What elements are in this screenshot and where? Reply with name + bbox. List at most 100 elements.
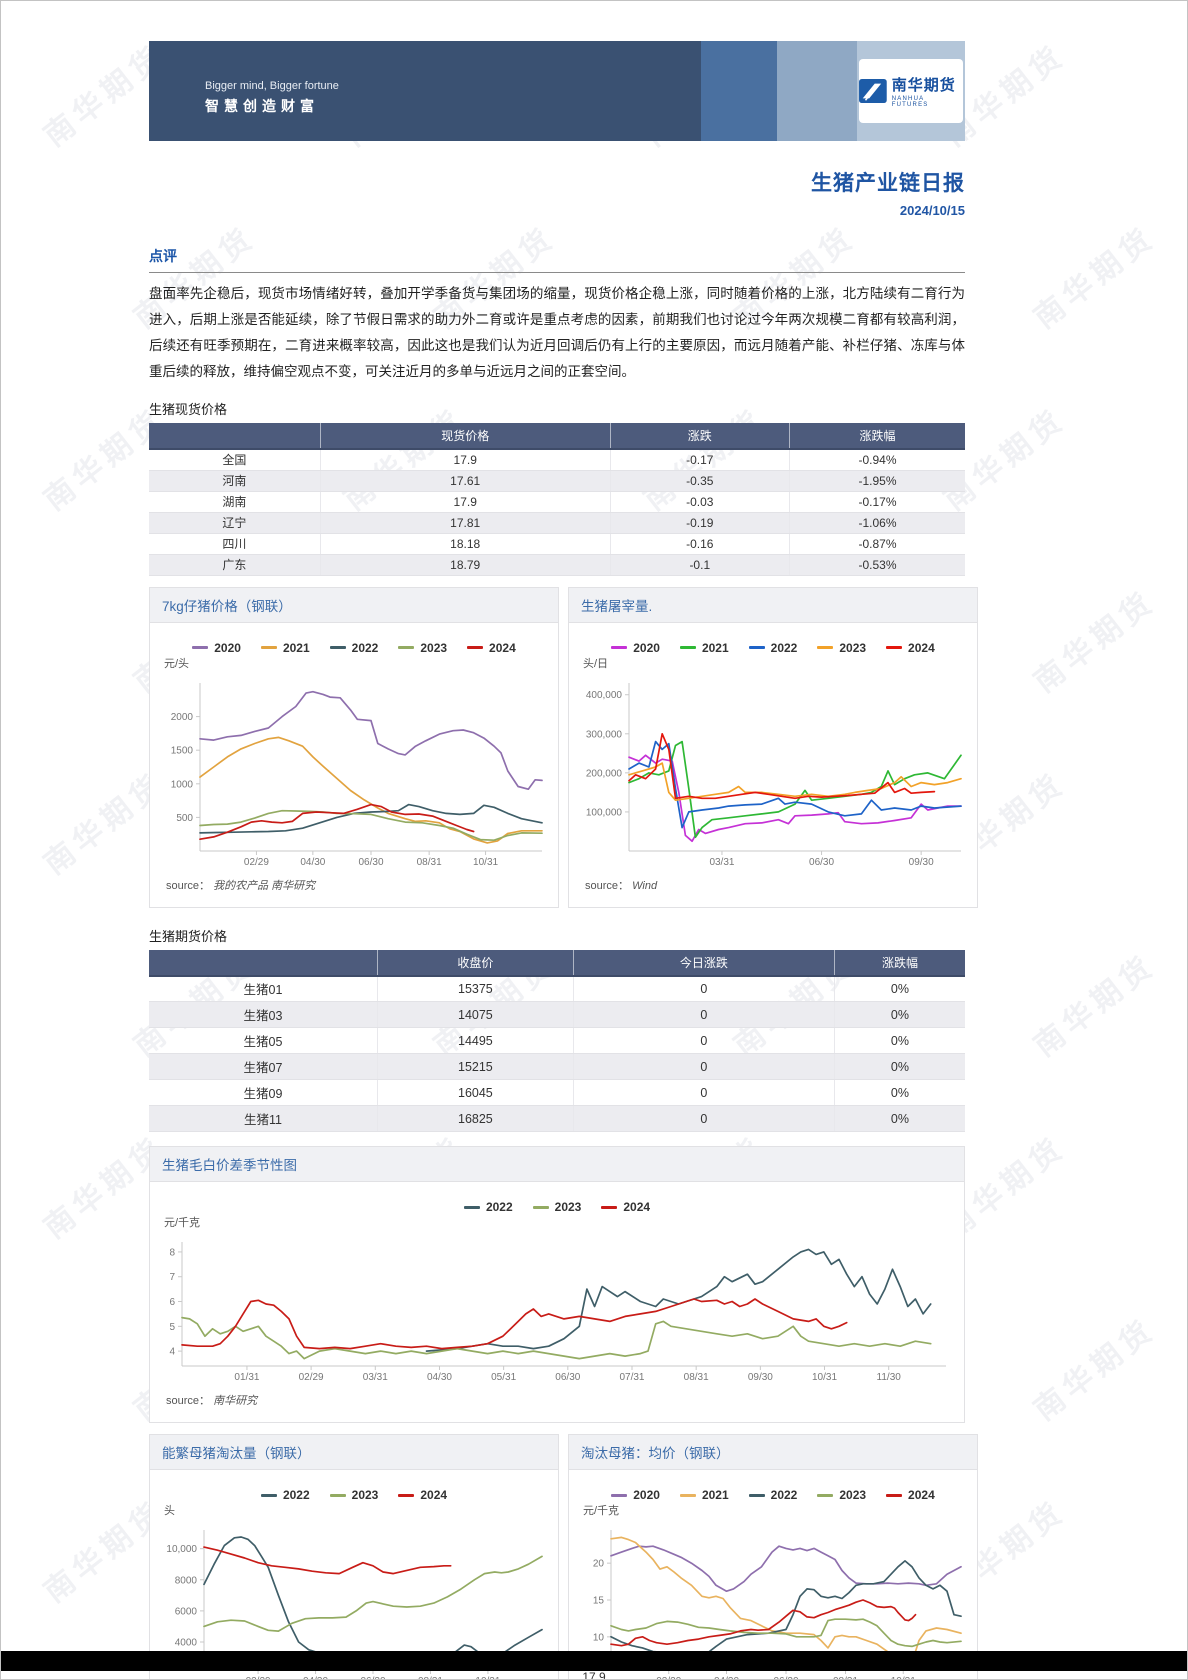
series-line-2024 <box>181 1298 848 1350</box>
table-cell: 15215 <box>377 1053 574 1080</box>
series-line-2021 <box>199 736 543 844</box>
table-row: 生猪03 14075 0 0% <box>149 1001 965 1028</box>
nanhua-logo-icon <box>859 79 887 103</box>
y-tick-label: 4000 <box>175 1638 198 1649</box>
x-tick-label: 02/29 <box>656 1676 681 1680</box>
bottom-black-bar <box>1 1651 1187 1671</box>
panel-title: 淘汰母猪：均价（钢联） <box>569 1435 977 1470</box>
comment-heading: 点评 <box>149 248 177 264</box>
cull-sow-price-panel: 淘汰母猪：均价（钢联） 2020 2021 2022 2023 2024 元/千克 10… <box>568 1434 978 1680</box>
table-cell: 16045 <box>377 1079 574 1106</box>
table-cell: 生猪11 <box>149 1105 378 1132</box>
table-row: 生猪07 15215 0 0% <box>149 1053 965 1080</box>
x-tick-label: 06/30 <box>555 1372 580 1383</box>
banner-logo-segment: 南华期货 NANHUA FUTURES <box>857 41 965 141</box>
table-cell: 湖南 <box>149 491 321 513</box>
legend-swatch <box>398 646 415 649</box>
logo-name-chinese: 南华期货 <box>891 77 956 94</box>
legend-item: 2022 <box>748 640 798 655</box>
comment-body: 盘面率先企稳后，现货市场情绪好转，叠加开学季备货与集团场的缩量，现货价格企稳上涨… <box>149 286 965 379</box>
table-cell: 生猪03 <box>149 1001 378 1028</box>
table-cell: 14495 <box>377 1027 574 1054</box>
table-cell: 生猪07 <box>149 1053 378 1080</box>
column-header: 涨跌幅 <box>789 423 965 450</box>
table-cell: -0.16 <box>610 533 791 555</box>
report-date: 2024/10/15 <box>899 203 965 218</box>
watermark-text: 南华期货 <box>1028 948 1163 1064</box>
legend-swatch <box>817 646 834 649</box>
legend-label: 2023 <box>351 1488 379 1502</box>
series-line-2024 <box>610 1599 917 1647</box>
y-tick-label: 4 <box>169 1347 175 1358</box>
legend-label: 2022 <box>351 640 379 655</box>
table-cell: 0 <box>573 975 835 1002</box>
y-tick-label: 7 <box>169 1272 175 1283</box>
y-axis-unit: 头/日 <box>583 657 609 670</box>
table-cell: 四川 <box>149 533 321 555</box>
legend-swatch <box>329 646 346 649</box>
table-cell: 辽宁 <box>149 512 321 534</box>
series-line-2022 <box>610 1560 962 1658</box>
x-tick-label: 06/30 <box>809 857 834 868</box>
legend-label: 2022 <box>770 640 798 655</box>
legend-swatch <box>886 646 903 649</box>
table-row: 生猪09 16045 0 0% <box>149 1079 965 1106</box>
y-axis-unit: 头 <box>164 1505 175 1517</box>
legend-item: 2022 <box>260 1488 310 1502</box>
table-cell: 17.9 <box>320 491 611 513</box>
chart-legend: 2022 2023 2024 <box>156 1200 958 1214</box>
table-cell: 0% <box>834 1001 965 1028</box>
table-cell: 生猪01 <box>149 975 378 1002</box>
source-value: 南华研究 <box>213 1395 258 1407</box>
table-row: 全国 17.9 -0.17 -0.94% <box>149 449 965 471</box>
legend-item: 2022 <box>329 640 379 655</box>
legend-label: 2024 <box>908 1488 935 1502</box>
y-tick-label: 15 <box>593 1596 605 1607</box>
table-cell: 18.18 <box>320 533 611 555</box>
source-note: source： Wind <box>575 871 971 901</box>
table-row: 辽宁 17.81 -0.19 -1.06% <box>149 512 965 534</box>
column-header <box>149 949 378 977</box>
legend-label: 2023 <box>554 1200 582 1214</box>
legend-label: 2024 <box>489 640 516 655</box>
table-cell: 生猪05 <box>149 1027 378 1054</box>
legend-item: 2021 <box>260 641 310 655</box>
series-line-2023 <box>203 1555 543 1632</box>
chart-legend: 2022 2023 2024 <box>156 1488 552 1502</box>
column-header: 涨跌幅 <box>834 949 965 977</box>
panel-title: 生猪屠宰量. <box>569 587 977 623</box>
x-tick-label: 08/31 <box>417 857 442 868</box>
x-tick-label: 10/31 <box>473 857 498 868</box>
watermark-text: 南华期货 <box>1028 584 1163 700</box>
legend-swatch <box>398 1493 415 1497</box>
table-cell: 生猪09 <box>149 1079 378 1106</box>
legend-swatch <box>679 1493 696 1497</box>
series-line-2024 <box>203 1546 452 1575</box>
legend-swatch <box>748 1493 765 1497</box>
y-axis-unit: 元/头 <box>164 657 190 670</box>
y-tick-label: 100,000 <box>586 807 623 818</box>
x-tick-label: 02/29 <box>244 857 269 868</box>
slaughter-volume-panel: 生猪屠宰量. 2020 2021 2022 2023 2024 头/日 100,000 2… <box>568 586 978 908</box>
table-cell: -0.17 <box>610 449 791 471</box>
x-tick-label: 04/30 <box>303 1676 328 1680</box>
table-cell: -1.06% <box>789 512 965 534</box>
column-header: 涨跌 <box>610 423 791 450</box>
column-header: 收盘价 <box>377 949 574 977</box>
y-tick-label: 500 <box>176 812 193 823</box>
series-line-2022 <box>199 803 543 834</box>
table-row: 河南 17.61 -0.35 -1.95% <box>149 470 965 492</box>
spot-table-title: 生猪现货价格 <box>149 402 228 417</box>
banner-dark-segment: Bigger mind, Bigger fortune 智慧创造财富 <box>149 41 701 141</box>
table-cell: 0% <box>834 1053 965 1080</box>
y-tick-label: 20 <box>593 1559 605 1570</box>
banner-blue-segment <box>701 41 777 141</box>
legend-item: 2024 <box>398 1488 447 1502</box>
series-line-2020 <box>610 1545 962 1593</box>
futures-price-table: 收盘价 今日涨跌 涨跌幅 生猪01 15375 0 0% 生猪03 14075 0 0% 生猪05 14… <box>149 949 965 1132</box>
table-row: 生猪01 15375 0 0% <box>149 975 965 1002</box>
table-cell: 15375 <box>377 975 574 1002</box>
table-cell: -1.95% <box>789 470 965 492</box>
table-cell: 17.81 <box>320 512 611 534</box>
legend-swatch <box>260 1493 277 1497</box>
